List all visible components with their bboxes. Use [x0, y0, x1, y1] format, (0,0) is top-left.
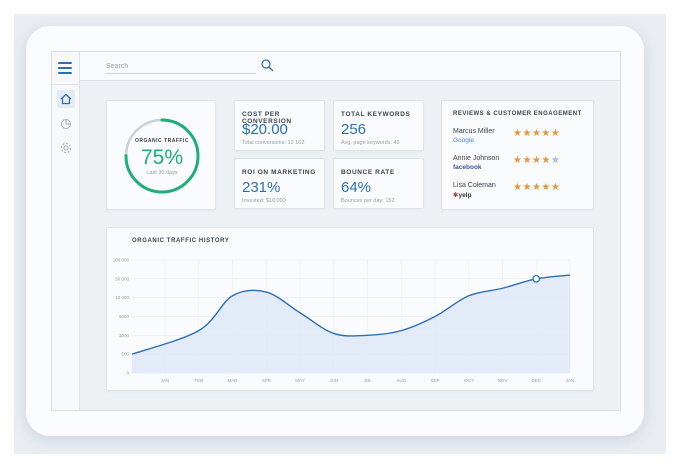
x-tick-label: APR	[262, 378, 272, 383]
total-keywords-card: TOTAL KEYWORDS 256 Avg. page keywords: 4…	[333, 100, 424, 151]
gear-icon[interactable]	[57, 139, 75, 157]
star-icon: ★	[531, 182, 542, 193]
x-tick-label: AUG	[396, 378, 406, 383]
kpi-title: COST PER CONVERSION	[242, 111, 292, 125]
x-tick-label: DEC	[531, 378, 541, 383]
top-bar	[80, 52, 620, 81]
ring-progress	[124, 118, 200, 194]
y-tick-label: 0	[126, 371, 129, 376]
traffic-history-chart: 0 500 1000 5000 10 000 50 000 100 000 JAN FEB MAR…	[113, 258, 575, 384]
review-item: Marcus Miller Google ★★★★★	[453, 128, 593, 150]
star-icon: ★	[550, 155, 561, 166]
organic-traffic-value: 75%	[140, 146, 184, 169]
pie-chart-icon[interactable]	[57, 115, 75, 133]
bounce-rate-card: BOUNCE RATE 64% Bounces per day: 152	[333, 158, 424, 209]
star-icon: ★	[550, 128, 561, 139]
star-rating: ★★★★★	[513, 128, 560, 139]
star-icon: ★	[513, 128, 523, 139]
search-input[interactable]	[106, 60, 256, 74]
star-icon: ★	[531, 155, 542, 166]
star-icon: ★	[522, 155, 532, 166]
star-icon: ★	[531, 128, 542, 139]
x-tick-label: FEB	[194, 378, 203, 383]
x-tick-label: OCT	[464, 378, 474, 383]
search-icon[interactable]	[260, 58, 274, 72]
kpi-subtext: Avg. page keywords: 43	[341, 140, 400, 146]
kpi-title: TOTAL KEYWORDS	[341, 111, 411, 118]
highlight-point	[532, 274, 541, 283]
star-icon: ★	[550, 182, 561, 193]
yelp-logo-text: yelp	[458, 192, 472, 199]
organic-traffic-period: Last 30 days	[146, 170, 178, 176]
kpi-title: ROI ON MARKETING	[242, 169, 316, 176]
kpi-value: 64%	[341, 179, 372, 196]
roi-card: ROI ON MARKETING 231% Invested: $10,000	[234, 158, 325, 209]
chart-title: ORGANIC TRAFFIC HISTORY	[132, 238, 230, 244]
star-icon: ★	[541, 182, 551, 193]
star-icon: ★	[541, 128, 551, 139]
kpi-title: BOUNCE RATE	[341, 169, 395, 176]
chart-line	[131, 274, 571, 355]
facebook-logo: facebook	[453, 164, 482, 171]
reviewer-name: Annie Johnson	[453, 155, 500, 162]
x-tick-label: JAN	[566, 378, 575, 383]
reviewer-name: Marcus Miller	[453, 128, 495, 135]
y-tick-label: 1000	[119, 333, 130, 338]
traffic-history-card: ORGANIC TRAFFIC HISTORY 0 500 1000 5000 10 0…	[106, 227, 594, 391]
dashboard-screen: ORGANIC TRAFFIC 75% Last 30 days COST PE…	[51, 51, 621, 411]
reviews-card: REVIEWS & CUSTOMER ENGAGEMENT Marcus Mil…	[441, 100, 594, 210]
cost-per-conversion-card: COST PER CONVERSION $20.00 Total convers…	[234, 100, 325, 151]
x-tick-label: JUL	[363, 378, 371, 383]
x-tick-label: MAY	[295, 378, 304, 383]
reviews-title: REVIEWS & CUSTOMER ENGAGEMENT	[453, 111, 582, 117]
google-logo: Google	[453, 137, 474, 144]
sidebar	[52, 52, 80, 410]
star-icon: ★	[513, 155, 523, 166]
star-icon: ★	[541, 155, 551, 166]
y-tick-label: 50 000	[115, 276, 129, 281]
star-icon: ★	[522, 128, 532, 139]
y-tick-label: 100 000	[113, 258, 130, 263]
organic-traffic-card: ORGANIC TRAFFIC 75% Last 30 days	[106, 100, 216, 210]
organic-traffic-ring	[124, 118, 200, 194]
x-tick-label: JUN	[329, 378, 338, 383]
reviewer-name: Lisa Coleman	[453, 182, 496, 189]
star-rating: ★★★★★	[513, 182, 560, 193]
yelp-logo: ✱yelp	[453, 192, 472, 199]
star-rating: ★★★★★	[513, 155, 560, 166]
kpi-value: $20.00	[242, 121, 288, 138]
sidebar-divider	[52, 84, 80, 85]
star-icon: ★	[522, 182, 532, 193]
star-icon: ★	[513, 182, 523, 193]
menu-icon[interactable]	[58, 62, 72, 74]
x-tick-label: JAN	[161, 378, 170, 383]
organic-traffic-title: ORGANIC TRAFFIC	[135, 138, 189, 144]
kpi-value: 256	[341, 121, 367, 138]
y-tick-label: 5000	[119, 314, 130, 319]
y-tick-label: 10 000	[115, 295, 129, 300]
kpi-subtext: Bounces per day: 152	[341, 198, 395, 204]
review-item: Annie Johnson facebook ★★★★★	[453, 155, 593, 177]
x-tick-label: NOV	[498, 378, 508, 383]
y-tick-label: 500	[121, 352, 129, 357]
x-tick-label: MAR	[228, 378, 239, 383]
review-item: Lisa Coleman ✱yelp ★★★★★	[453, 182, 593, 204]
home-icon[interactable]	[57, 90, 75, 108]
chart-area-fill	[132, 275, 570, 373]
kpi-value: 231%	[242, 179, 281, 196]
kpi-subtext: Invested: $10,000	[242, 198, 286, 204]
kpi-subtext: Total conversions: 12 162	[242, 140, 305, 146]
x-tick-label: SEP	[430, 378, 439, 383]
